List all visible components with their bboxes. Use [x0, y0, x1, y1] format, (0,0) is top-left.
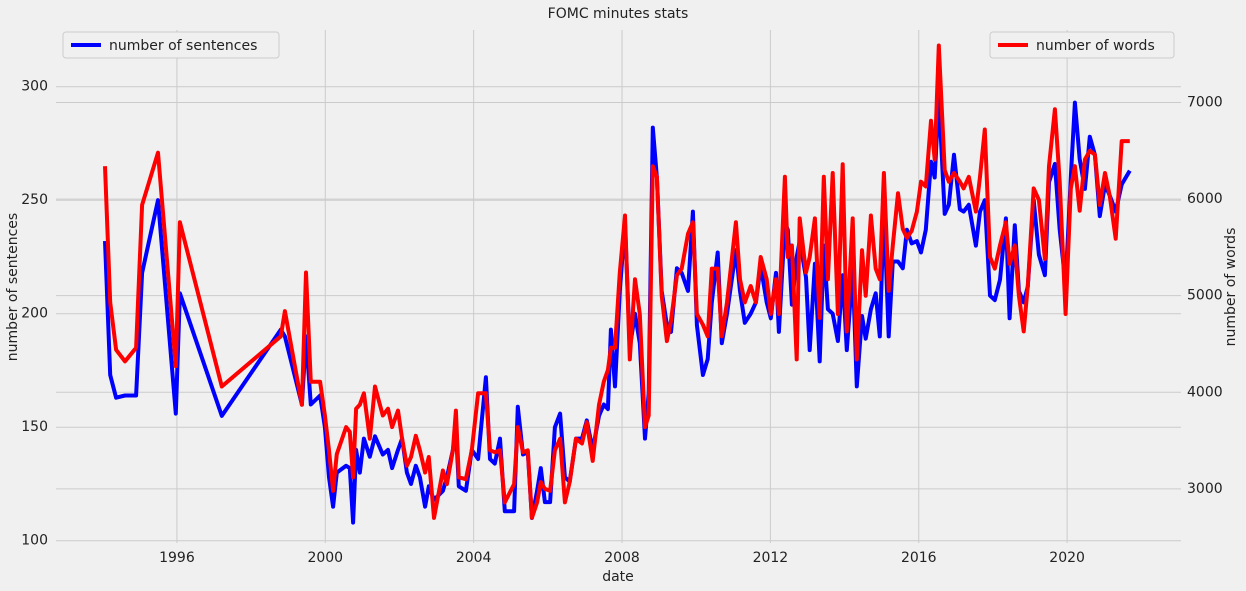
y-tick-label: 250	[21, 192, 48, 208]
x-tick-label: 2008	[604, 550, 640, 566]
series-line	[103, 43, 1130, 520]
y-axis-label: number of sentences	[5, 213, 21, 361]
legend: number of sentences	[62, 31, 280, 59]
x-tick-label: 2000	[307, 550, 343, 566]
y2-tick-label: 5000	[1187, 288, 1223, 304]
x-tick-label: 2016	[901, 550, 937, 566]
legend-label: number of sentences	[109, 38, 257, 54]
chart-title: FOMC minutes stats	[548, 6, 689, 22]
x-tick-label: 1996	[159, 550, 195, 566]
y-tick-label: 200	[21, 306, 48, 322]
y2-tick-label: 6000	[1187, 191, 1223, 207]
series-line	[103, 93, 1132, 525]
legend: number of words	[989, 31, 1175, 59]
y-tick-label: 300	[21, 79, 48, 95]
y-tick-label: 100	[21, 533, 48, 549]
legend-box	[62, 31, 280, 59]
x-tick-label: 2012	[753, 550, 789, 566]
legend-label: number of words	[1036, 38, 1155, 54]
y-tick-label: 150	[21, 419, 48, 435]
y2-axis-label: number of words	[1223, 228, 1239, 347]
x-axis-label: date	[602, 569, 634, 585]
y2-tick-label: 4000	[1187, 384, 1223, 400]
legend-box	[989, 31, 1175, 59]
y2-tick-label: 3000	[1187, 481, 1223, 497]
y2-tick-label: 7000	[1187, 94, 1223, 110]
x-tick-label: 2004	[456, 550, 492, 566]
x-tick-label: 2020	[1049, 550, 1085, 566]
